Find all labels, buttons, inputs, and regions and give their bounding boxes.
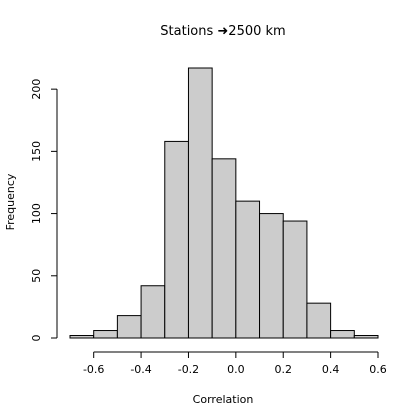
bars-group xyxy=(69,67,379,339)
x-tick-label: -0.2 xyxy=(178,363,199,376)
histogram-bar xyxy=(116,315,142,339)
x-axis: -0.6 -0.4 -0.2 0.0 0.2 0.4 0.6 xyxy=(83,351,387,376)
histogram-bar xyxy=(211,158,237,339)
histogram-bar xyxy=(187,67,213,339)
y-tick-label: 100 xyxy=(30,203,43,224)
histogram-bar xyxy=(353,335,379,339)
histogram-bar xyxy=(330,330,355,339)
y-tick-label: 50 xyxy=(30,269,43,283)
y-tick-label: 200 xyxy=(30,79,43,100)
histogram-bar xyxy=(259,213,284,339)
histogram-bar xyxy=(282,220,308,339)
x-tick-label: -0.6 xyxy=(83,363,104,376)
y-tick-label: 0 xyxy=(30,335,43,342)
x-tick-label: -0.4 xyxy=(130,363,151,376)
histogram-bar xyxy=(164,140,189,339)
histogram-bar xyxy=(140,285,166,339)
histogram-bar xyxy=(235,200,261,339)
y-tick-label: 150 xyxy=(30,141,43,162)
histogram-bar xyxy=(306,302,332,339)
y-axis-label: Frequency xyxy=(4,173,17,230)
x-tick-label: 0.0 xyxy=(227,363,245,376)
x-tick-label: 0.6 xyxy=(369,363,387,376)
chart-title: Stations ➜2500 km xyxy=(160,24,285,39)
histogram-bar xyxy=(93,330,118,339)
y-axis: 0 50 100 150 200 xyxy=(30,79,58,342)
x-tick-label: 0.4 xyxy=(322,363,340,376)
x-tick-label: 0.2 xyxy=(274,363,292,376)
x-axis-label: Correlation xyxy=(193,393,254,406)
histogram-bar xyxy=(69,335,95,339)
